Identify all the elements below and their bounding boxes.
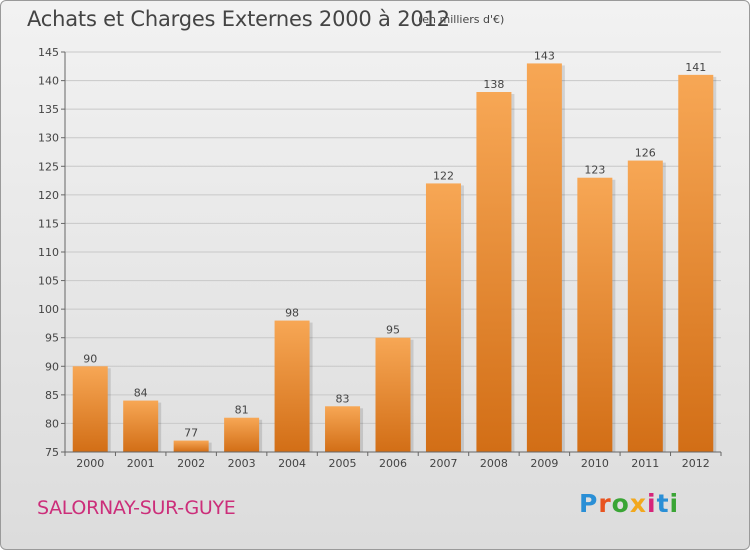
- y-tick-label: 80: [45, 417, 59, 430]
- x-tick-label: 2000: [76, 457, 104, 470]
- data-label: 138: [483, 78, 504, 91]
- x-tick-label: 2009: [530, 457, 558, 470]
- x-tick-label: 2010: [581, 457, 609, 470]
- data-label: 98: [285, 307, 299, 320]
- y-tick-label: 135: [38, 103, 59, 116]
- commune-name: SALORNAY-SUR-GUYE: [37, 497, 236, 519]
- logo-letter: x: [629, 489, 647, 518]
- y-tick-label: 90: [45, 360, 59, 373]
- y-tick-label: 105: [38, 275, 59, 288]
- y-tick-label: 120: [38, 189, 59, 202]
- x-axis-ticks: 2000 2001 2002 2003 2004 2005 2006 2007 2008 2009…: [64, 452, 722, 470]
- data-label: 83: [336, 392, 350, 405]
- data-label: 95: [386, 324, 400, 337]
- data-label: 141: [685, 61, 706, 74]
- logo-letter: t: [656, 489, 670, 518]
- y-tick-label: 140: [38, 75, 59, 88]
- data-label: 126: [635, 147, 656, 160]
- y-tick-label: 110: [38, 246, 59, 259]
- bar: [274, 320, 310, 452]
- y-tick-label: 145: [38, 46, 59, 59]
- data-labels: 90 84 77 81 98 83 95 122 138 143 123 126 141: [83, 49, 706, 439]
- bar: [577, 177, 613, 452]
- proxiti-logo: Proxiti: [579, 489, 679, 518]
- bar: [627, 160, 663, 453]
- data-label: 122: [433, 169, 454, 182]
- bar: [325, 406, 361, 452]
- bar: [526, 63, 562, 453]
- data-label: 77: [184, 427, 198, 440]
- bar: [173, 440, 209, 452]
- logo-letter: i: [669, 489, 680, 518]
- data-label: 81: [235, 404, 249, 417]
- bar: [123, 400, 159, 452]
- logo-letter: o: [611, 489, 630, 518]
- bar: [425, 183, 461, 452]
- logo-letter: r: [598, 489, 612, 518]
- y-tick-label: 95: [45, 332, 59, 345]
- bar: [678, 74, 714, 452]
- y-axis-ticks: 75 80 85 90 95 100 105 110 115 120 125 130 135 140 145: [38, 46, 59, 459]
- x-tick-label: 2007: [429, 457, 457, 470]
- bar: [72, 366, 108, 452]
- y-tick-label: 130: [38, 132, 59, 145]
- bars-group: [72, 63, 717, 453]
- axes: [64, 52, 721, 453]
- chart-unit: (en milliers d'€): [418, 13, 505, 26]
- bar: [375, 337, 411, 452]
- x-tick-label: 2006: [379, 457, 407, 470]
- x-tick-label: 2002: [177, 457, 205, 470]
- y-tick-label: 125: [38, 160, 59, 173]
- chart-title: Achats et Charges Externes 2000 à 2012: [27, 7, 450, 31]
- y-tick-label: 85: [45, 389, 59, 402]
- logo-letter: P: [579, 489, 599, 518]
- y-tick-label: 115: [38, 217, 59, 230]
- data-label: 84: [134, 387, 148, 400]
- x-tick-label: 2008: [480, 457, 508, 470]
- data-label: 123: [584, 164, 605, 177]
- data-label: 90: [83, 352, 97, 365]
- logo-letter: i: [647, 489, 657, 518]
- bar: [476, 92, 512, 452]
- x-tick-label: 2001: [127, 457, 155, 470]
- x-tick-label: 2011: [631, 457, 659, 470]
- x-tick-label: 2003: [228, 457, 256, 470]
- y-tick-label: 100: [38, 303, 59, 316]
- y-tick-label: 75: [45, 446, 59, 459]
- bar: [224, 417, 260, 452]
- x-tick-label: 2004: [278, 457, 306, 470]
- x-tick-label: 2012: [682, 457, 710, 470]
- data-label: 143: [534, 49, 555, 62]
- x-tick-label: 2005: [329, 457, 357, 470]
